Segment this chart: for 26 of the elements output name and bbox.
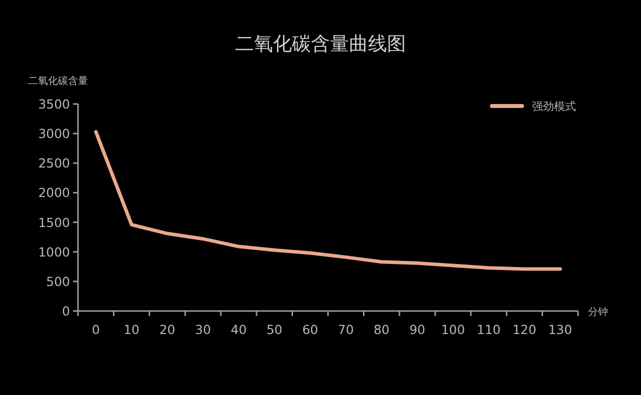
- xtick: 90: [409, 322, 426, 337]
- xtick: 50: [266, 322, 282, 337]
- ytick: 500: [46, 274, 70, 289]
- xtick: 40: [230, 322, 247, 337]
- xtick: 120: [512, 322, 536, 337]
- xtick: 100: [441, 322, 465, 337]
- xtick: 110: [476, 322, 501, 337]
- ytick: 1500: [38, 214, 70, 230]
- ytick: 2000: [38, 185, 70, 200]
- xtick: 30: [195, 322, 211, 337]
- ytick: 1000: [38, 244, 70, 260]
- xtick: 130: [548, 322, 572, 337]
- ytick: 2500: [38, 156, 70, 171]
- legend-label: 强劲模式: [532, 100, 576, 113]
- ytick: 3000: [38, 126, 70, 142]
- ylabel: 二氧化碳含量: [28, 76, 88, 87]
- xlabel: 分钟: [588, 307, 608, 318]
- xtick: 0: [92, 322, 100, 337]
- xtick: 70: [338, 322, 354, 337]
- ytick: 0: [62, 304, 70, 318]
- xtick: 80: [374, 322, 390, 337]
- xtick: 10: [124, 322, 140, 337]
- xtick: 20: [159, 322, 176, 337]
- xtick: 60: [302, 322, 318, 337]
- title: 二氧化碳含量曲线图: [235, 33, 406, 55]
- ytick: 3500: [38, 96, 70, 112]
